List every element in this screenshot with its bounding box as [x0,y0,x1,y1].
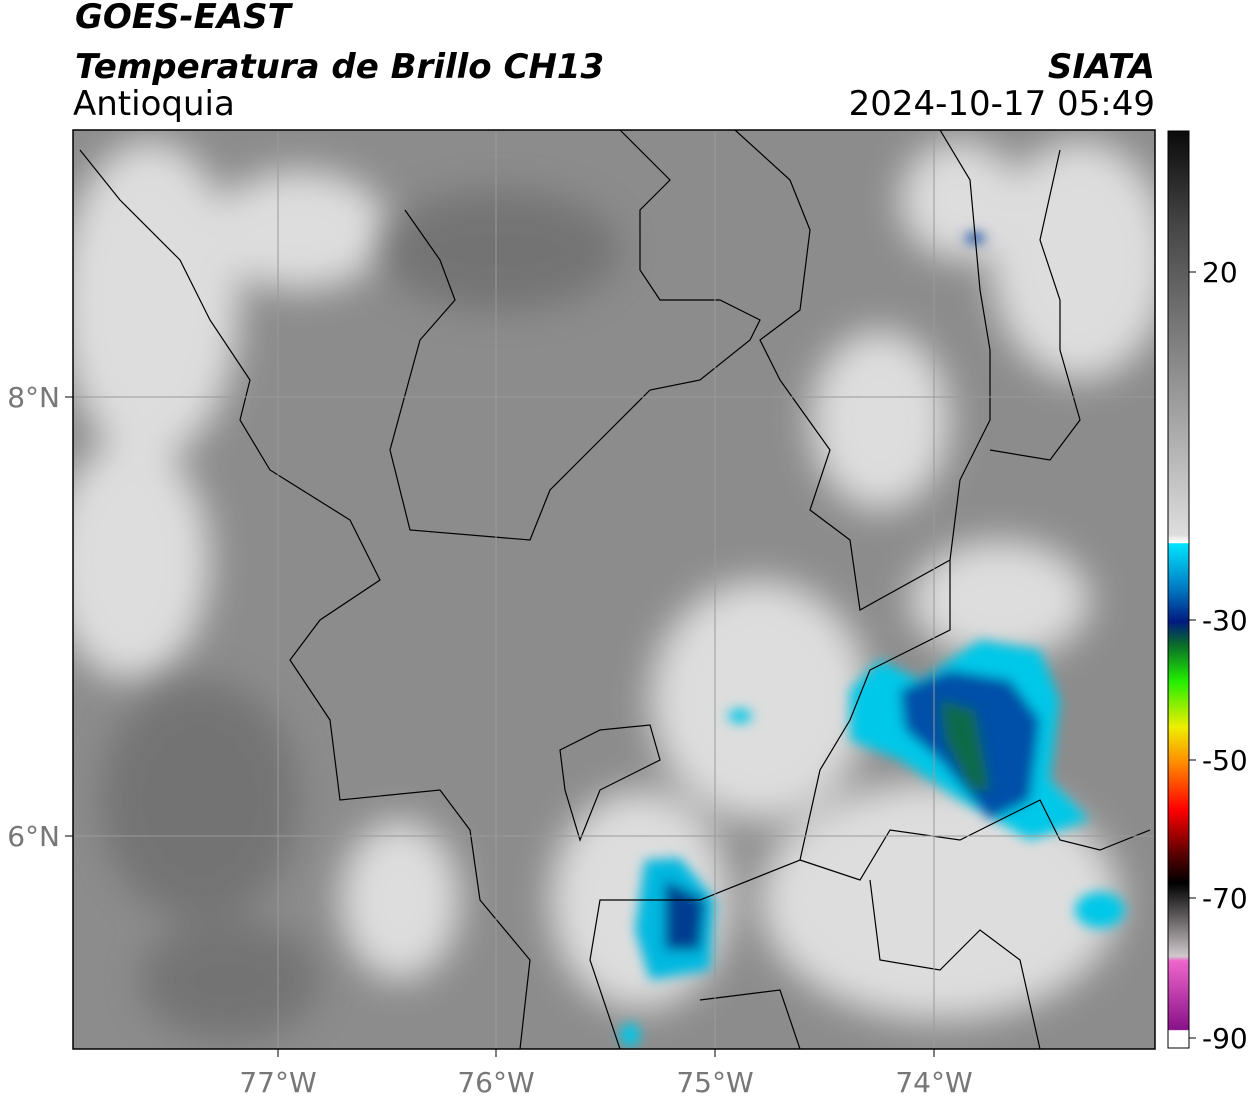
lon-label: 77°W [239,1066,316,1099]
colorbar-label: 20 [1202,256,1238,289]
lat-label: 8°N [7,381,60,414]
lat-label: 6°N [7,820,60,853]
datetime: 2024-10-17 05:49 [849,84,1155,124]
region: Antioquia [73,84,235,124]
lon-label: 76°W [457,1066,534,1099]
source: SIATA [1048,47,1155,87]
subtitle: Temperatura de Brillo CH13 [75,47,604,87]
lon-label: 74°W [895,1066,972,1099]
map-frame [72,129,1156,1050]
map-image [73,130,1155,1049]
title: GOES-EAST [75,0,294,37]
colorbar-label: -30 [1202,604,1248,637]
lon-label: 75°W [676,1066,753,1099]
colorbar [1167,130,1190,1049]
colorbar-label: -50 [1202,744,1248,777]
colorbar-label: -90 [1202,1022,1248,1055]
colorbar-label: -70 [1202,882,1248,915]
